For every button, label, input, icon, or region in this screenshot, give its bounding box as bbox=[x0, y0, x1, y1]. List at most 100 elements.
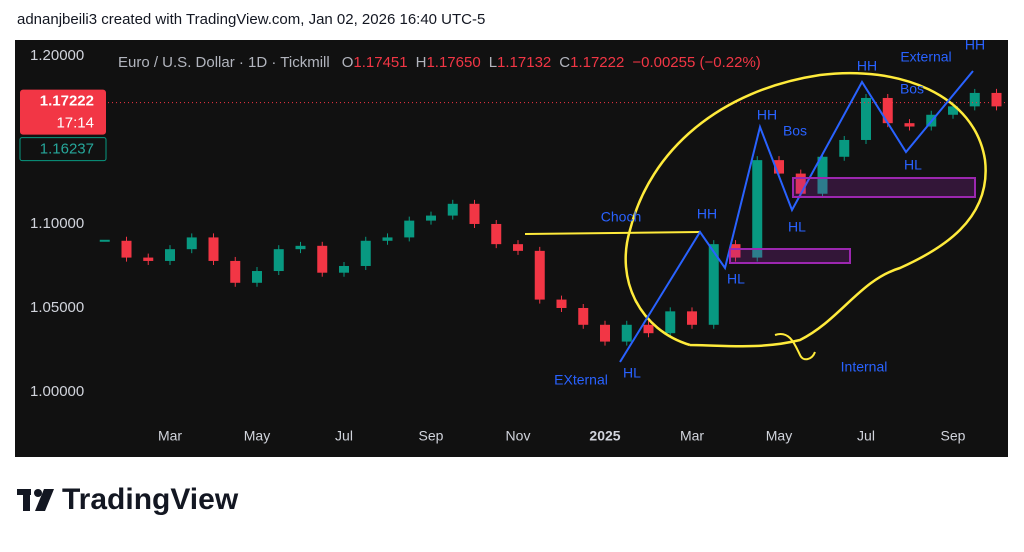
annotation: Choch bbox=[601, 209, 641, 225]
annotation: HH bbox=[965, 37, 985, 53]
candle bbox=[404, 220, 415, 238]
prev-close-label: 1.16237 bbox=[40, 141, 94, 158]
candle bbox=[687, 311, 697, 325]
candle bbox=[99, 239, 110, 242]
x-tick-label: May bbox=[766, 428, 792, 444]
candle bbox=[991, 92, 1002, 107]
x-tick-label: Mar bbox=[680, 428, 704, 444]
candle bbox=[295, 245, 306, 250]
candle bbox=[186, 237, 197, 250]
x-tick-label: Jul bbox=[857, 428, 875, 444]
x-tick-label: Sep bbox=[941, 428, 966, 444]
change: −0.00255 (−0.22%) bbox=[632, 54, 760, 71]
candle bbox=[252, 271, 262, 283]
annotation: HH bbox=[697, 206, 717, 222]
ohlc-value: 1.17451 bbox=[353, 54, 407, 71]
x-tick-label: May bbox=[244, 428, 270, 444]
candle bbox=[621, 324, 632, 342]
last-price-tag bbox=[20, 89, 106, 135]
candle bbox=[795, 173, 806, 194]
annotation: External bbox=[900, 49, 951, 65]
candle bbox=[426, 215, 436, 221]
ohlc-value: 1.17650 bbox=[426, 54, 480, 71]
y-tick-label: 1.05000 bbox=[30, 299, 84, 316]
annotation: EXternal bbox=[554, 372, 608, 388]
x-tick-label: Sep bbox=[419, 428, 444, 444]
candle bbox=[708, 244, 719, 325]
candle bbox=[578, 307, 589, 325]
annotation: HL bbox=[788, 219, 806, 235]
ohlc-value: 1.17132 bbox=[497, 54, 551, 71]
candle bbox=[491, 223, 502, 245]
candle bbox=[839, 139, 850, 157]
candle bbox=[121, 240, 132, 258]
ohlc-key: O bbox=[342, 54, 354, 71]
candle bbox=[273, 249, 284, 272]
candle bbox=[339, 265, 349, 273]
candle bbox=[556, 299, 567, 308]
candle bbox=[382, 237, 393, 241]
candle bbox=[208, 237, 219, 261]
brand: TradingView bbox=[62, 483, 239, 516]
prev-close-tag bbox=[19, 137, 107, 162]
symbol: Euro / U.S. Dollar · 1D · Tickmill bbox=[118, 54, 330, 71]
annotation: HL bbox=[623, 365, 641, 381]
x-tick-label: Mar bbox=[158, 428, 182, 444]
ohlc-key: H bbox=[416, 54, 427, 71]
logo-shape bbox=[35, 489, 54, 511]
ohlc-key: C bbox=[559, 54, 570, 71]
x-tick-label: Nov bbox=[506, 428, 531, 444]
order-block bbox=[792, 177, 976, 198]
candle bbox=[730, 244, 741, 258]
candle bbox=[534, 250, 545, 300]
candle bbox=[882, 97, 893, 124]
chart-panel bbox=[15, 40, 1008, 457]
header-text: adnanjbeili3 created with TradingView.co… bbox=[17, 11, 485, 28]
candle bbox=[360, 240, 371, 266]
annotation: HH bbox=[757, 107, 777, 123]
candle bbox=[969, 92, 980, 107]
structure-line bbox=[619, 70, 974, 363]
candle bbox=[774, 160, 784, 174]
annotation: Bos bbox=[783, 123, 807, 139]
candle bbox=[817, 156, 828, 194]
countdown: 17:14 bbox=[56, 115, 94, 132]
candle bbox=[600, 324, 610, 342]
candle bbox=[904, 123, 915, 127]
annotation: Internal bbox=[841, 359, 888, 375]
candle bbox=[513, 244, 523, 251]
last-price-label: 1.17222 bbox=[40, 93, 94, 110]
annotation: Bos bbox=[900, 81, 924, 97]
choch-line bbox=[524, 231, 701, 235]
candle bbox=[230, 260, 241, 283]
y-tick-label: 1.10000 bbox=[30, 215, 84, 232]
symbol-legend: Euro / U.S. Dollar · 1D · Tickmill O1.174… bbox=[118, 54, 761, 71]
logo-shape bbox=[34, 489, 42, 497]
y-tick-label: 1.00000 bbox=[30, 383, 84, 400]
logo bbox=[17, 489, 54, 511]
x-tick-label: 2025 bbox=[589, 428, 620, 444]
candle bbox=[643, 324, 654, 334]
candle bbox=[165, 249, 175, 261]
drawings bbox=[524, 70, 987, 363]
logo-shape bbox=[23, 489, 30, 511]
candle bbox=[752, 160, 763, 258]
candle bbox=[469, 203, 480, 224]
candle bbox=[861, 97, 871, 140]
candle bbox=[665, 311, 676, 334]
annotation: HH bbox=[857, 58, 877, 74]
annotation: HL bbox=[727, 271, 745, 287]
ohlc-key: L bbox=[489, 54, 497, 71]
candle bbox=[143, 257, 154, 261]
candle bbox=[948, 106, 958, 115]
annotation: HL bbox=[904, 157, 922, 173]
yellow-squiggle bbox=[774, 333, 816, 361]
ohlc-value: 1.17222 bbox=[570, 54, 624, 71]
yellow-ellipse bbox=[624, 71, 987, 348]
x-tick-label: Jul bbox=[335, 428, 353, 444]
y-tick-label: 1.20000 bbox=[30, 47, 84, 64]
order-block bbox=[729, 248, 851, 264]
candle bbox=[317, 245, 328, 273]
